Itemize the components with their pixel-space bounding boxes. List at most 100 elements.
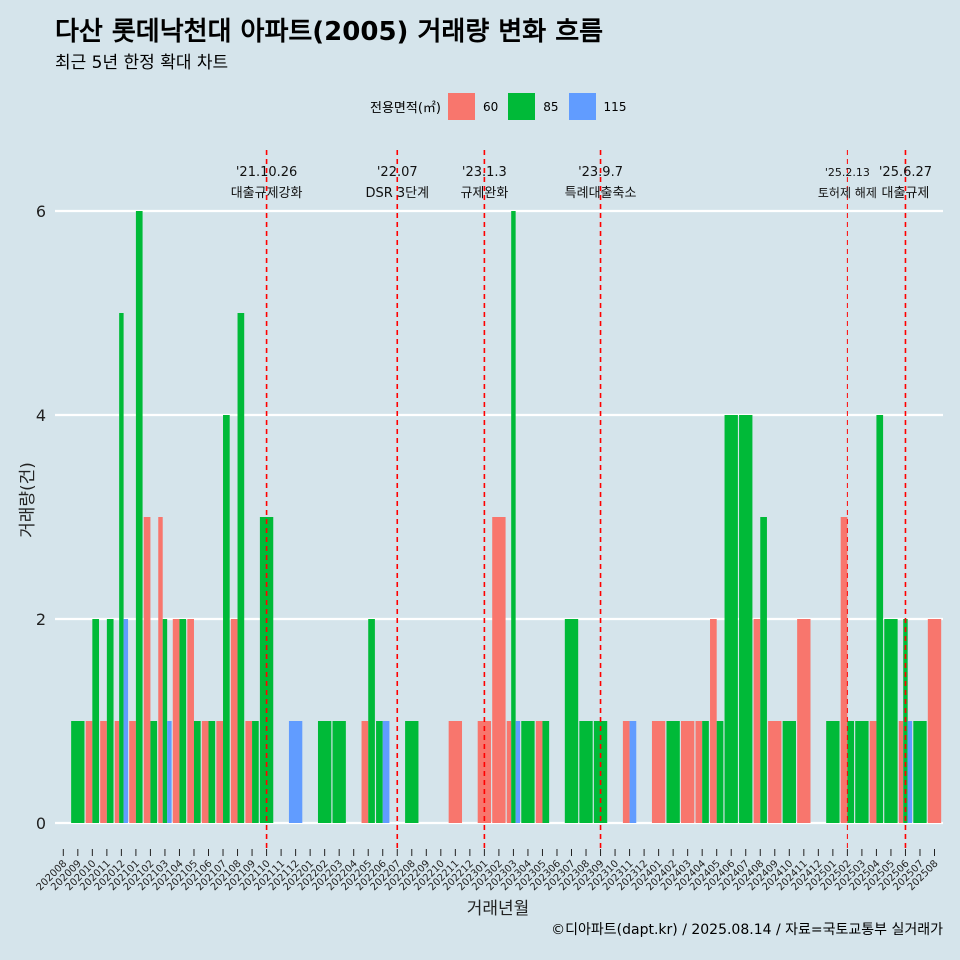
bar-85-202108 [237,313,245,823]
bar-85-202504 [876,415,884,823]
event-marker: '23.1.3 규제완화 [460,150,508,852]
bar-115-202311 [629,721,637,823]
event-marker: '22.07 DSR 3단계 [365,150,429,852]
bar-60-202109 [245,721,253,823]
chart-title: 다산 롯데낙천대 아파트(2005) 거래량 변화 흐름 [55,17,604,47]
event-marker: '25.2.13 토허제 해제 [818,150,877,852]
bar-60-202401 [651,721,666,823]
bar-85-202305 [542,721,550,823]
bar-85-202507 [913,721,927,823]
bar-60-202302 [492,517,506,823]
bar-60-202106 [201,721,209,823]
bar-60-202104 [172,619,180,823]
bar-60-202101 [129,721,136,823]
legend-label-85: 85 [543,99,559,114]
bar-85-202110 [259,517,274,823]
bar-85-202103 [162,619,168,823]
bar-85-202208 [405,721,419,823]
legend-title: 전용면적(㎡) [370,101,441,116]
bar-60-202011 [100,721,107,823]
legend-label-60: 60 [482,99,499,114]
bar-115-202303 [515,721,521,823]
bar-60-202404 [695,721,703,823]
bar-60-202405 [710,619,717,823]
bar-60-202311 [622,721,630,823]
event-date-label: '25.6.27 [879,165,932,180]
x-axis-title: 거래년월 [467,899,530,919]
bar-85-202307 [564,619,579,823]
event-marker: '25.6.27 대출규제 [879,150,932,852]
event-label: DSR 3단계 [365,186,429,201]
event-date-label: '23.1.3 [462,165,507,180]
bar-85-202303 [511,211,516,823]
caption: ©디아파트(dapt.kr) / 2025.08.14 / 자료=국토교통부 실… [551,922,943,938]
bar-85-202408 [760,517,767,823]
bar-60-202102 [143,517,151,823]
bar-85-202012 [119,313,124,823]
y-tick-label: 6 [36,202,46,221]
bar-85-202406 [724,415,738,823]
bar-60-202108 [230,619,238,823]
bar-85-202407 [739,415,753,823]
event-label: 대출규제 [882,186,930,201]
bar-85-202109 [252,721,259,823]
bar-60-202508 [927,619,942,823]
bar-60-202205 [361,721,369,823]
bar-85-202104 [179,619,187,823]
bar-115-202506 [907,721,913,823]
legend-label-115: 115 [603,99,627,114]
bar-85-202402 [666,721,680,823]
bar-85-202011 [106,619,114,823]
event-marker: '23.9.7 특례대출축소 [565,150,637,852]
bar-85-202404 [702,721,709,823]
bar-60-202409 [768,721,782,823]
bar-60-202504 [869,721,877,823]
bar-115-202112 [288,721,303,823]
bar-60-202303 [506,721,512,823]
bar-85-202009 [71,721,85,823]
event-marker: '21.10.26 대출규제강화 [231,150,302,852]
bar-85-202101 [135,211,143,823]
bar-85-202502 [847,721,855,823]
bar-60-202403 [680,721,695,823]
bar-85-202107 [223,415,230,823]
bar-115-202012 [123,619,129,823]
bar-60-202506 [898,721,904,823]
legend: 전용면적(㎡) 60 85 115 [370,93,636,120]
bar-85-202501 [826,721,840,823]
bar-85-202106 [208,721,216,823]
bar-85-202102 [150,721,158,823]
bar-85-202503 [855,721,869,823]
bar-60-202305 [535,721,543,823]
bar-60-202408 [753,619,761,823]
x-axis: 2020082020092020102020112020122021012021… [35,849,941,893]
event-label: 토허제 해제 [818,186,877,200]
bars [71,211,942,823]
bar-60-202105 [187,619,194,823]
bar-85-202203 [332,721,346,823]
legend-key-60 [447,93,475,120]
bar-85-202105 [193,721,201,823]
y-axis-title: 거래량(건) [18,462,38,538]
bar-60-202107 [216,721,224,823]
y-tick-label: 2 [36,610,46,629]
bar-85-202010 [92,619,100,823]
event-date-label: '25.2.13 [825,166,870,179]
bar-60-202010 [85,721,93,823]
bar-85-202202 [317,721,332,823]
legend-key-85 [508,93,536,120]
bar-85-202410 [782,721,796,823]
y-tick-label: 4 [36,406,46,425]
bar-85-202308 [579,721,593,823]
event-date-label: '23.9.7 [578,165,623,180]
event-date-label: '22.07 [377,165,418,180]
bar-85-202505 [884,619,898,823]
event-label: 특례대출축소 [565,186,637,201]
bar-60-202103 [158,517,163,823]
bar-115-202103 [167,721,172,823]
bar-60-202211 [448,721,463,823]
bar-60-202012 [114,721,120,823]
chart-subtitle: 최근 5년 한정 확대 차트 [55,53,229,73]
